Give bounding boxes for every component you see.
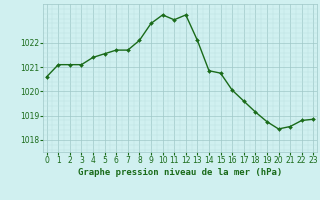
X-axis label: Graphe pression niveau de la mer (hPa): Graphe pression niveau de la mer (hPa) [78, 168, 282, 177]
